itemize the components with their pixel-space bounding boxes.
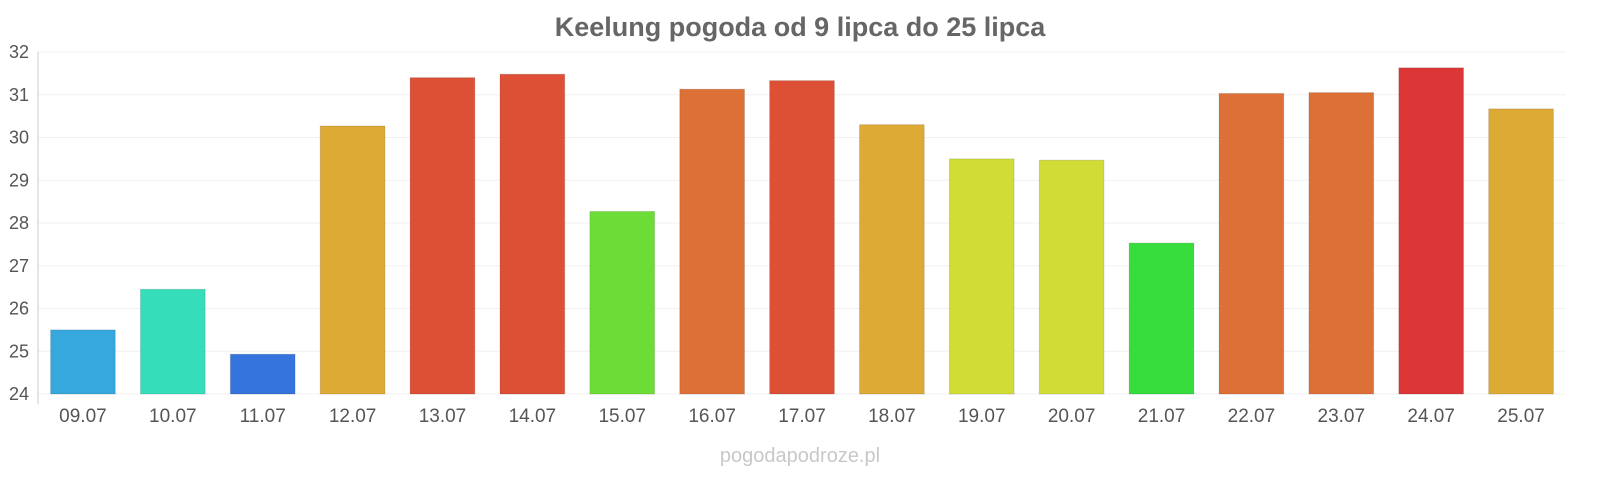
x-tick-label: 16.07 [688,406,736,427]
bar [1398,67,1465,395]
bar [1128,242,1195,395]
bar [499,73,566,395]
bar [769,80,835,395]
bar [1308,92,1375,395]
bar [229,353,296,395]
x-tick-label: 10.07 [149,406,197,427]
source-watermark: pogodapodroze.pl [720,445,880,467]
bar [319,125,386,395]
x-tick-label: 22.07 [1228,406,1276,427]
x-tick-label: 21.07 [1138,406,1186,427]
x-tick-label: 11.07 [240,406,286,427]
x-tick-label: 12.07 [329,406,377,427]
x-tick-label: 19.07 [958,406,1006,427]
y-tick-label: 27 [9,256,29,276]
bar [679,88,745,395]
y-tick-label: 24 [9,384,29,404]
bar [50,329,116,395]
bar [948,158,1015,395]
bar [589,210,656,395]
x-tick-label: 18.07 [868,406,916,427]
x-tick-label: 17.07 [778,406,826,427]
x-tick-label: 25.07 [1497,406,1545,427]
bar [1218,92,1285,395]
y-tick-label: 29 [9,170,29,190]
x-tick-label: 23.07 [1318,406,1366,427]
x-tick-label: 09.07 [59,406,107,427]
x-tick-label: 14.07 [509,406,557,427]
x-tick-label: 24.07 [1407,406,1455,427]
y-axis: 24 25 26 27 28 29 30 31 32 [9,42,39,404]
y-tick-label: 31 [9,85,29,105]
y-tick-label: 26 [9,299,29,319]
bar [859,124,925,395]
y-tick-label: 32 [9,42,29,62]
x-tick-label: 15.07 [598,406,646,427]
bar [1038,159,1105,395]
y-tick-label: 25 [9,341,29,361]
x-axis: 09.07 10.07 11.07 12.07 13.07 14.07 15.07 16.07… [59,406,1545,427]
bar [409,77,476,395]
bar [1488,108,1554,395]
y-tick-label: 30 [9,128,29,148]
y-tick-label: 28 [9,213,29,233]
bars [50,67,1554,395]
chart-title: Keelung pogoda od 9 lipca do 25 lipca [555,12,1047,42]
bar [139,288,206,395]
x-tick-label: 20.07 [1048,406,1096,427]
x-tick-label: 13.07 [419,406,467,427]
